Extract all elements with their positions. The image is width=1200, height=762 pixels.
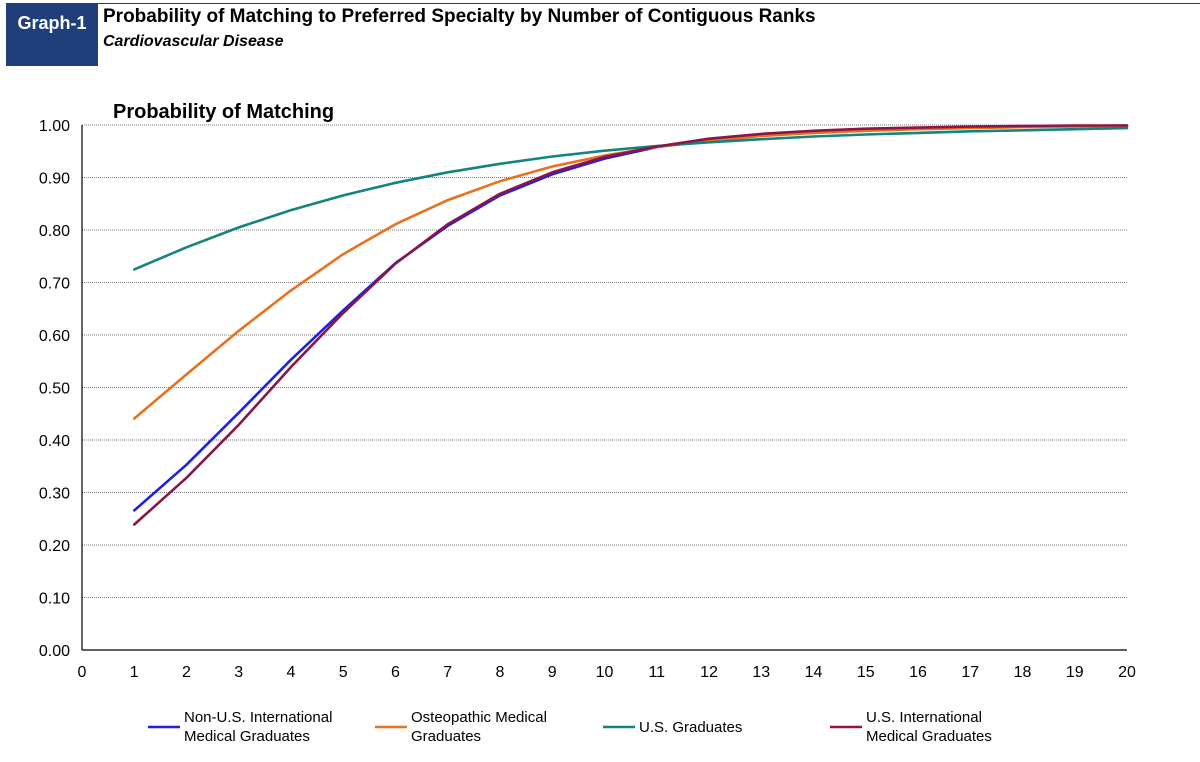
header-rule bbox=[98, 3, 1200, 4]
legend-label: Medical Graduates bbox=[866, 728, 992, 745]
y-tick-label: 0.50 bbox=[39, 381, 70, 398]
legend-label: Osteopathic Medical bbox=[411, 709, 547, 726]
x-tick-label: 16 bbox=[909, 664, 927, 681]
legend-label: U.S. International bbox=[866, 709, 982, 726]
y-tick-label: 0.00 bbox=[39, 643, 70, 660]
x-tick-label: 13 bbox=[752, 664, 770, 681]
series-line-2 bbox=[133, 126, 1129, 271]
x-tick-label: 6 bbox=[391, 664, 400, 681]
x-tick-label: 1 bbox=[130, 664, 139, 681]
x-tick-label: 20 bbox=[1118, 664, 1136, 681]
legend-label: U.S. Graduates bbox=[639, 719, 742, 736]
x-tick-label: 9 bbox=[548, 664, 557, 681]
x-tick-label: 0 bbox=[78, 664, 87, 681]
y-tick-label: 0.40 bbox=[39, 433, 70, 450]
x-tick-label: 8 bbox=[496, 664, 505, 681]
x-tick-label: 10 bbox=[596, 664, 614, 681]
y-tick-label: 0.90 bbox=[39, 171, 70, 188]
y-tick-label: 0.10 bbox=[39, 591, 70, 608]
y-tick-labels: 0.00 0.10 0.20 0.30 0.40 0.50 0.60 0.70 0.80 0.90… bbox=[39, 118, 70, 660]
page-subtitle: Cardiovascular Disease bbox=[103, 33, 284, 50]
x-tick-label: 15 bbox=[857, 664, 875, 681]
series-line-0 bbox=[133, 124, 1129, 512]
x-tick-label: 14 bbox=[805, 664, 823, 681]
x-tick-label: 11 bbox=[648, 664, 665, 681]
y-tick-label: 0.60 bbox=[39, 328, 70, 345]
y-tick-label: 0.80 bbox=[39, 223, 70, 240]
x-tick-label: 7 bbox=[443, 664, 452, 681]
axes bbox=[81, 125, 1127, 651]
x-tick-label: 2 bbox=[182, 664, 191, 681]
y-tick-label: 0.30 bbox=[39, 486, 70, 503]
y-tick-label: 0.20 bbox=[39, 538, 70, 555]
page-title: Probability of Matching to Preferred Spe… bbox=[103, 6, 816, 27]
legend-label: Non-U.S. International bbox=[184, 709, 332, 726]
x-tick-label: 5 bbox=[339, 664, 348, 681]
x-tick-label: 19 bbox=[1066, 664, 1084, 681]
series-line-3 bbox=[133, 124, 1129, 526]
x-tick-label: 3 bbox=[234, 664, 243, 681]
x-tick-label: 12 bbox=[700, 664, 718, 681]
series-lines bbox=[133, 124, 1129, 526]
grid-lines bbox=[82, 124, 1127, 598]
x-tick-label: 18 bbox=[1014, 664, 1032, 681]
y-tick-label: 0.70 bbox=[39, 276, 70, 293]
legend-label: Graduates bbox=[411, 728, 481, 745]
graph-badge: Graph-1 bbox=[6, 3, 98, 66]
x-tick-label: 4 bbox=[287, 664, 296, 681]
y-axis-label: Probability of Matching bbox=[113, 101, 334, 123]
legend-label: Medical Graduates bbox=[184, 728, 310, 745]
x-tick-label: 17 bbox=[961, 664, 979, 681]
legend: Non-U.S. International Medical Graduates O… bbox=[148, 709, 992, 745]
x-tick-labels: 0 1 2 3 4 5 6 7 8 9 10 11 12 13 14 15 16 17 18 19 20 bbox=[78, 664, 1136, 681]
y-tick-label: 1.00 bbox=[39, 118, 70, 135]
